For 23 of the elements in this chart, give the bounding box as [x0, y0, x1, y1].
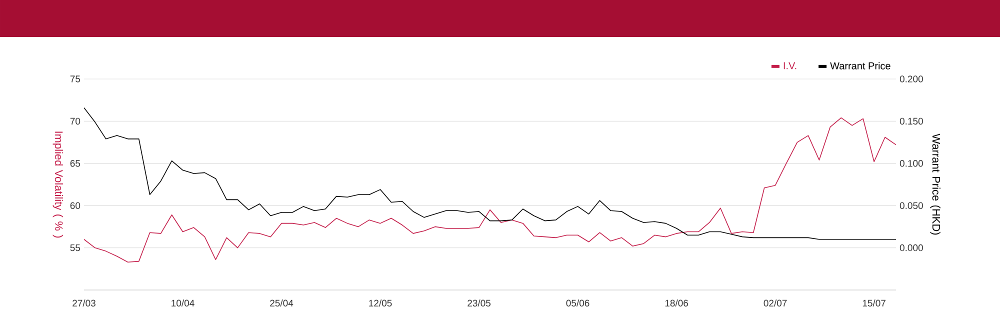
y-axis-title: Implied Volatility ( % ) [52, 132, 64, 238]
y2-tick-label: 0.100 [900, 160, 923, 167]
y2-axis-title: Warrant Price (HKD) [930, 134, 940, 235]
y2-tick-label: 0.000 [900, 244, 923, 252]
x-tick-label: 15/07 [862, 300, 886, 307]
y-tick-label: 75 [70, 76, 80, 82]
y2-tick-label: 0.200 [900, 76, 923, 82]
x-tick-label: 10/04 [172, 300, 194, 307]
y-tick-label: 55 [70, 244, 80, 252]
y-tick-label: 65 [70, 160, 80, 167]
legend-label: Warrant Price [830, 62, 890, 70]
x-tick-label: 18/06 [665, 300, 688, 307]
x-tick-label: 02/07 [764, 300, 787, 307]
y-tick-label: 70 [70, 118, 80, 125]
x-tick-label: 27/03 [72, 300, 96, 307]
legend-label: I.V. [784, 62, 796, 70]
y2-tick-label: 0.150 [900, 118, 923, 125]
x-tick-label: 05/06 [566, 300, 590, 307]
y2-tick-label: 0.050 [900, 202, 923, 209]
x-tick-label: 25/04 [270, 300, 294, 307]
x-tick-label: 23/05 [468, 300, 491, 307]
x-tick-label: 12/05 [369, 300, 392, 307]
y-tick-label: 60 [70, 202, 80, 209]
